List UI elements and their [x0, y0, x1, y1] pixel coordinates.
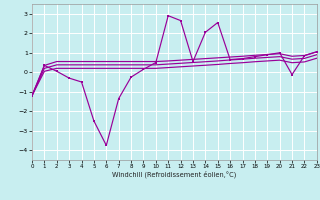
X-axis label: Windchill (Refroidissement éolien,°C): Windchill (Refroidissement éolien,°C) [112, 171, 236, 178]
